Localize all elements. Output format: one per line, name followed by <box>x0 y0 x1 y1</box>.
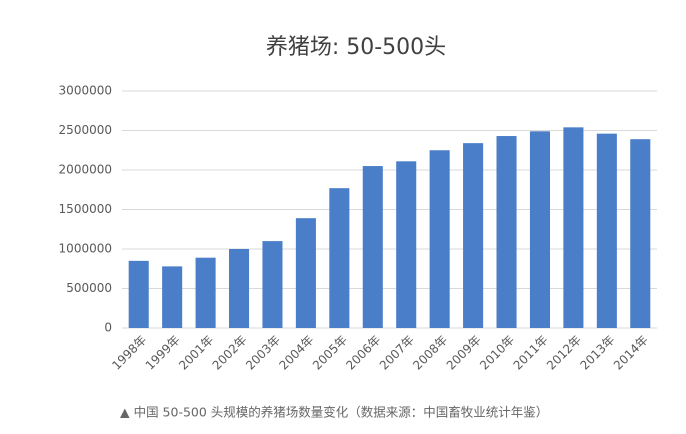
bar <box>362 166 383 328</box>
bar <box>128 260 149 328</box>
x-tick-label: 2013年 <box>577 333 617 373</box>
x-tick-label: 2004年 <box>277 333 317 373</box>
x-tick-label: 2014年 <box>611 333 651 373</box>
x-tick-label: 2002年 <box>210 333 250 373</box>
bar <box>195 257 216 328</box>
x-tick-label: 2011年 <box>511 333 551 373</box>
y-tick-label: 2000000 <box>59 163 112 177</box>
bar <box>563 127 584 328</box>
x-tick-label: 2007年 <box>377 333 417 373</box>
bar <box>529 131 550 328</box>
bar <box>496 136 517 328</box>
x-tick-label: 2010年 <box>477 333 517 373</box>
bar <box>630 139 651 328</box>
x-tick-label: 2005年 <box>310 333 350 373</box>
x-tick-label: 2003年 <box>243 333 283 373</box>
bar <box>396 161 417 328</box>
x-tick-label: 2008年 <box>410 333 450 373</box>
bar <box>162 266 183 328</box>
y-tick-label: 3000000 <box>59 84 112 98</box>
x-tick-label: 1999年 <box>143 333 183 373</box>
bar <box>229 249 250 328</box>
bar <box>295 218 316 328</box>
x-tick-label: 2006年 <box>343 333 383 373</box>
y-tick-label: 2500000 <box>59 123 112 137</box>
y-tick-label: 0 <box>104 321 112 335</box>
caption: ▲ 中国 50-500 头规模的养猪场数量变化（数据来源：中国畜牧业统计年鉴） <box>120 405 548 420</box>
x-tick-label: 1998年 <box>109 333 149 373</box>
bar <box>329 188 350 328</box>
y-tick-label: 1000000 <box>59 242 112 256</box>
x-tick-label: 2012年 <box>544 333 584 373</box>
bar <box>463 143 484 328</box>
bar <box>262 241 283 328</box>
bar <box>429 150 450 328</box>
chart-title: 养猪场: 50-500头 <box>266 35 446 60</box>
bar <box>596 133 617 328</box>
x-tick-label: 2009年 <box>444 333 484 373</box>
x-tick-label: 2001年 <box>176 333 216 373</box>
y-tick-label: 1500000 <box>59 202 112 216</box>
y-tick-label: 500000 <box>66 281 112 295</box>
